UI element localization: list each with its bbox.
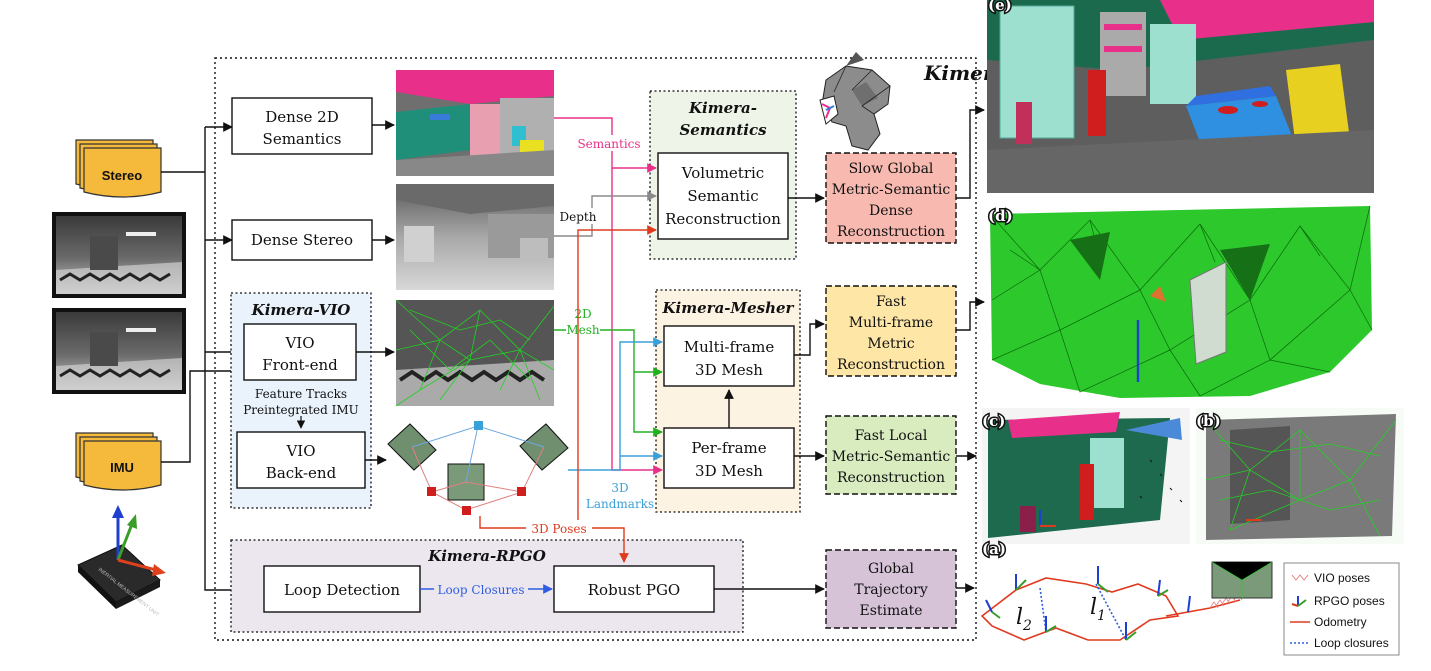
vio-backend-block xyxy=(236,431,366,489)
imu-input: IMU xyxy=(75,432,162,491)
vio-backend-label-1: VIO xyxy=(285,442,315,460)
legend-odometry: Odometry xyxy=(1314,615,1367,629)
volumetric-label-1: Volumetric xyxy=(681,164,764,182)
mesh-2d-label-2: Mesh xyxy=(566,323,600,337)
kimera-semantics-title-1: Kimera- xyxy=(688,99,757,117)
per-frame-label-2: 3D Mesh xyxy=(695,462,763,480)
imu-chip-icon: INERTIAL MEASUREMENT UNIT xyxy=(77,505,166,618)
legend-vio-poses: VIO poses xyxy=(1314,571,1370,585)
vio-backend-label-2: Back-end xyxy=(266,464,337,482)
fast-local-label-3: Reconstruction xyxy=(837,470,945,486)
landmarks-3d-label-1: 3D xyxy=(611,481,628,495)
loop-detection-label: Loop Detection xyxy=(284,581,400,599)
kimera-semantics-title-2: Semantics xyxy=(679,121,767,139)
imu-label: IMU xyxy=(110,460,134,475)
panel-e-semantic-reconstruction xyxy=(987,0,1374,193)
panel-c-label: (c) xyxy=(982,412,1005,430)
dense-2d-semantics-label-2: Semantics xyxy=(263,130,342,148)
global-traj-label-1: Global xyxy=(868,561,914,577)
vio-frontend-label-1: VIO xyxy=(284,334,314,352)
slow-global-reconstruction-output xyxy=(825,152,957,244)
legend-rpgo-poses: RPGO poses xyxy=(1314,594,1385,608)
per-frame-mesh-block xyxy=(663,427,795,489)
mesh-2d-image xyxy=(395,299,555,407)
fast-multi-label-2: Multi-frame xyxy=(849,315,933,331)
per-frame-label-1: Per-frame xyxy=(691,439,766,457)
panel-b-label: (b) xyxy=(1196,412,1221,430)
vio-poses-icon xyxy=(1291,574,1309,581)
dense-2d-semantics-block xyxy=(231,97,373,155)
kimera-frame xyxy=(214,57,977,641)
depth-edge-label: Depth xyxy=(560,210,597,224)
multi-frame-mesh-block xyxy=(663,325,795,387)
mesh-2d-edges xyxy=(554,329,663,437)
poses-3d-label: 3D Poses xyxy=(531,522,586,536)
panel-b-mesh-local xyxy=(1196,408,1404,544)
semantic-segmentation-image xyxy=(396,70,554,176)
output-arrows xyxy=(714,105,985,594)
legend-loop-closures: Loop closures xyxy=(1314,636,1389,650)
panel-a-trajectory xyxy=(980,561,1273,641)
slow-global-label-4: Reconstruction xyxy=(837,224,945,240)
stereo-label: Stereo xyxy=(102,168,143,183)
fast-local-label-1: Fast Local xyxy=(855,428,928,444)
landmarks-3d-label-2: Landmarks xyxy=(586,497,654,511)
multi-frame-label-1: Multi-frame xyxy=(684,338,775,356)
multi-frame-label-2: 3D Mesh xyxy=(695,361,763,379)
stereo-input: Stereo xyxy=(75,139,162,198)
volumetric-label-3: Reconstruction xyxy=(665,210,781,228)
panel-d-label: (d) xyxy=(988,207,1013,225)
fast-multi-label-1: Fast xyxy=(876,294,906,310)
slow-global-label-3: Dense xyxy=(869,203,913,219)
vio-backend-image xyxy=(387,421,569,515)
preintegrated-imu-label: Preintegrated IMU xyxy=(243,403,359,417)
trajectory-l1: l1 xyxy=(1090,595,1106,624)
block-to-image-arrows xyxy=(356,120,395,465)
global-trajectory-output xyxy=(825,549,957,629)
robust-pgo-block xyxy=(553,565,715,613)
loop-closures-label: Loop Closures xyxy=(437,583,524,597)
camera-image-left xyxy=(52,212,186,298)
panel-a-label: (a) xyxy=(982,540,1006,558)
fast-local-output xyxy=(825,415,957,495)
kimera-vio-title: Kimera-VIO xyxy=(251,301,351,319)
panel-d-mesh-reconstruction xyxy=(987,204,1374,400)
semantics-edge-label: Semantics xyxy=(577,137,640,151)
vio-frontend-label-2: Front-end xyxy=(262,356,338,374)
volumetric-reconstruction-block xyxy=(657,152,789,240)
panel-e-label: (e) xyxy=(988,0,1012,14)
kimera-rpgo-title: Kimera-RPGO xyxy=(427,547,546,565)
kimera-logo xyxy=(819,52,891,151)
camera-image-right xyxy=(52,308,186,394)
robust-pgo-label: Robust PGO xyxy=(588,581,680,599)
volumetric-label-2: Semantic xyxy=(687,187,758,205)
fast-multi-frame-output xyxy=(825,285,957,377)
global-traj-label-3: Estimate xyxy=(859,603,922,619)
depth-image xyxy=(396,184,554,290)
dense-2d-semantics-label-1: Dense 2D xyxy=(265,108,338,126)
slow-global-label-2: Metric-Semantic xyxy=(832,182,951,198)
mesh-2d-label-1: 2D xyxy=(574,307,591,321)
global-traj-label-2: Trajectory xyxy=(854,582,928,598)
trajectory-l2: l2 xyxy=(1016,605,1032,634)
fast-local-label-2: Metric-Semantic xyxy=(832,449,951,465)
slow-global-label-1: Slow Global xyxy=(849,161,934,177)
fast-multi-label-4: Reconstruction xyxy=(837,357,945,373)
rpgo-poses-icon xyxy=(1291,596,1307,607)
feature-tracks-label: Feature Tracks xyxy=(255,387,347,401)
vio-frontend-block xyxy=(243,323,357,381)
semantics-edges xyxy=(554,117,663,475)
trajectory-legend: VIO poses RPGO poses Odometry Loop closu… xyxy=(1283,562,1400,656)
kimera-mesher-title: Kimera-Mesher xyxy=(662,299,795,317)
loop-detection-block xyxy=(263,565,421,613)
panel-c-local-reconstruction xyxy=(982,408,1190,544)
dense-stereo-label: Dense Stereo xyxy=(251,231,353,249)
fast-multi-label-3: Metric xyxy=(867,336,914,352)
landmarks-3d-edges xyxy=(568,337,663,471)
